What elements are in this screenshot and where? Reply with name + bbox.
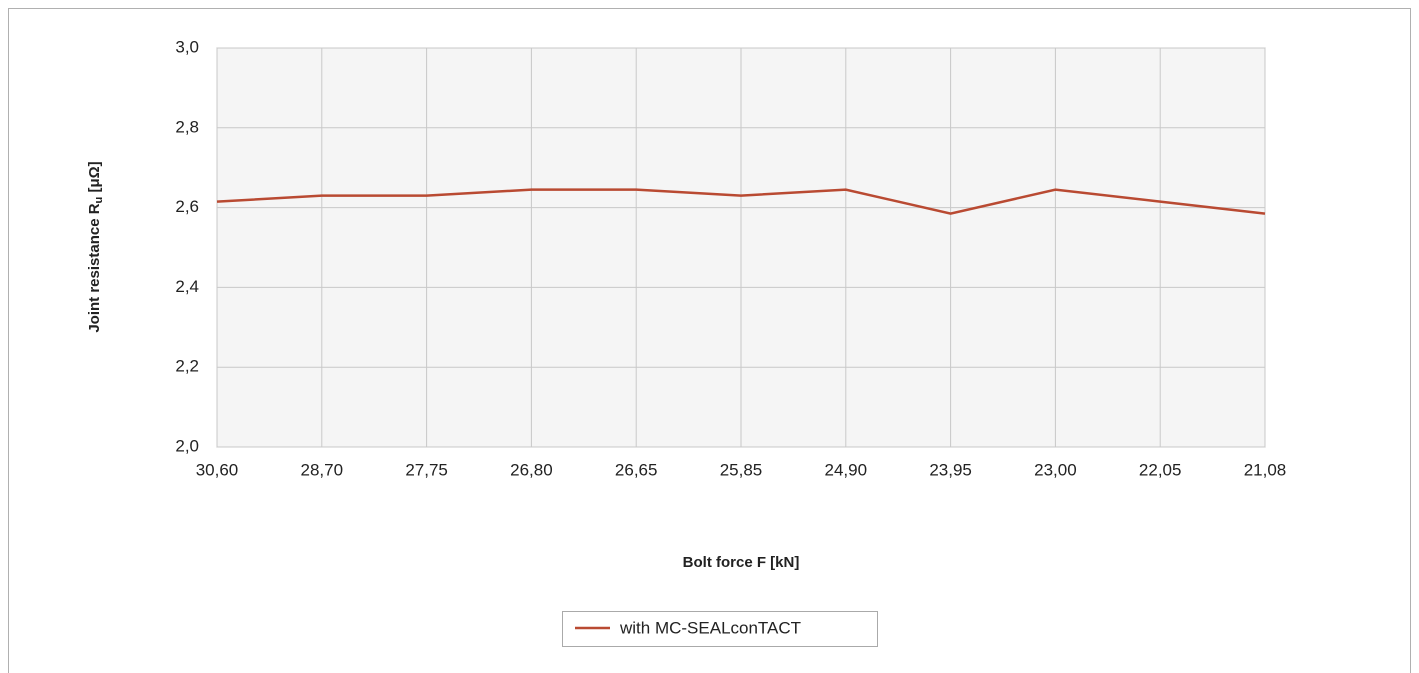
x-tick-label: 21,08	[1244, 460, 1287, 479]
legend-label: with MC-SEALconTACT	[619, 618, 801, 637]
y-tick-label: 2,2	[175, 357, 199, 376]
y-tick-label: 2,8	[175, 117, 199, 136]
line-series	[216, 188, 1266, 215]
x-tick-label: 23,95	[929, 460, 972, 479]
frame	[8, 8, 1411, 673]
y-axis-title-main: Joint resistance R	[86, 203, 103, 332]
y-axis-title: Joint resistance Ru [μΩ]	[86, 161, 105, 332]
x-tick-label: 24,90	[825, 460, 868, 479]
y-tick-label: 2,6	[175, 197, 199, 216]
y-tick-label: 2,0	[175, 436, 199, 455]
x-tick-label: 26,65	[615, 460, 658, 479]
x-tick-label: 28,70	[301, 460, 344, 479]
y-axis-title-sub: u	[93, 197, 105, 204]
y-tick-label: 3,0	[175, 37, 199, 56]
x-tick-label: 30,60	[196, 460, 239, 479]
y-axis-title-unit: [μΩ]	[86, 161, 103, 196]
x-tick-label: 27,75	[405, 460, 448, 479]
x-tick-label: 23,00	[1034, 460, 1077, 479]
x-tick-label: 26,80	[510, 460, 553, 479]
legend	[562, 611, 878, 647]
x-axis-title: Bolt force F [kN]	[683, 554, 800, 571]
x-tick-label: 25,85	[720, 460, 763, 479]
y-tick-label: 2,4	[175, 277, 199, 296]
x-tick-label: 22,05	[1139, 460, 1182, 479]
